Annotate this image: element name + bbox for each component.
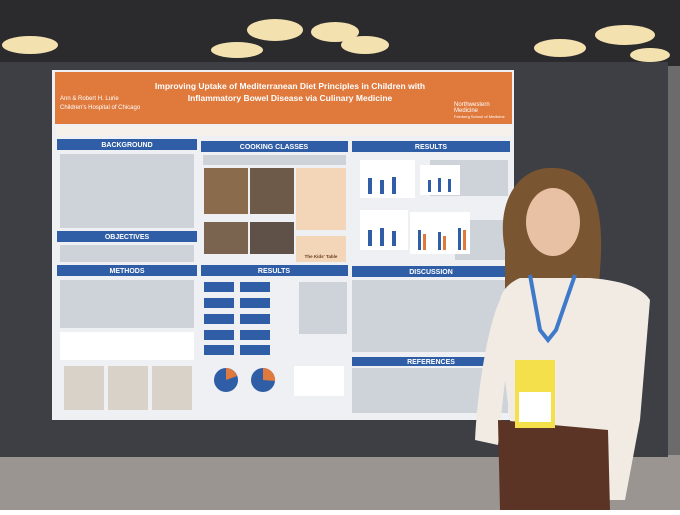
- section-title: BACKGROUND: [101, 142, 152, 149]
- class-photos: [204, 168, 294, 254]
- logo-text: Ann & Robert H. Lurie: [60, 96, 119, 102]
- section-title: DISCUSSION: [409, 269, 453, 276]
- author-strip: [56, 126, 512, 136]
- logo-text: Medicine: [454, 108, 479, 114]
- logo-text: Children's Hospital of Chicago: [60, 105, 141, 111]
- section-title: METHODS: [110, 268, 145, 275]
- ceiling-lights: [2, 19, 670, 62]
- section-title: OBJECTIVES: [105, 234, 150, 241]
- title-bar: [55, 72, 512, 124]
- poster-title: Improving Uptake of Mediterranean Diet P…: [155, 81, 425, 91]
- logo-text: Northwestern: [454, 102, 490, 108]
- kids-table-logo: The Kids' Table: [305, 254, 338, 259]
- logo-text: Feinberg School of Medicine: [454, 114, 505, 119]
- small-charts: [360, 160, 470, 254]
- section-headers: [57, 139, 510, 366]
- result-boxes: [204, 282, 344, 396]
- poster-title: Inflammatory Bowel Disease via Culinary …: [188, 93, 393, 103]
- person: [475, 167, 650, 510]
- section-title: RESULTS: [415, 144, 447, 151]
- section-title: COOKING CLASSES: [240, 144, 309, 151]
- section-title: REFERENCES: [407, 359, 455, 366]
- section-title: RESULTS: [258, 268, 290, 275]
- body-text: [60, 154, 508, 413]
